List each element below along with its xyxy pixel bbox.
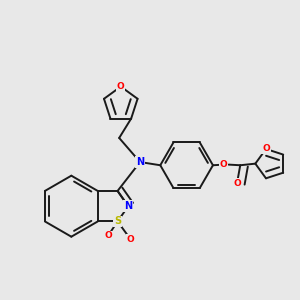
Text: O: O [104,231,112,240]
Text: N: N [124,201,132,211]
Text: O: O [233,179,241,188]
Text: N: N [136,157,144,167]
Text: S: S [114,216,121,226]
Text: O: O [262,145,270,154]
Text: O: O [117,82,125,91]
Text: O: O [127,235,134,244]
Text: O: O [220,160,227,169]
